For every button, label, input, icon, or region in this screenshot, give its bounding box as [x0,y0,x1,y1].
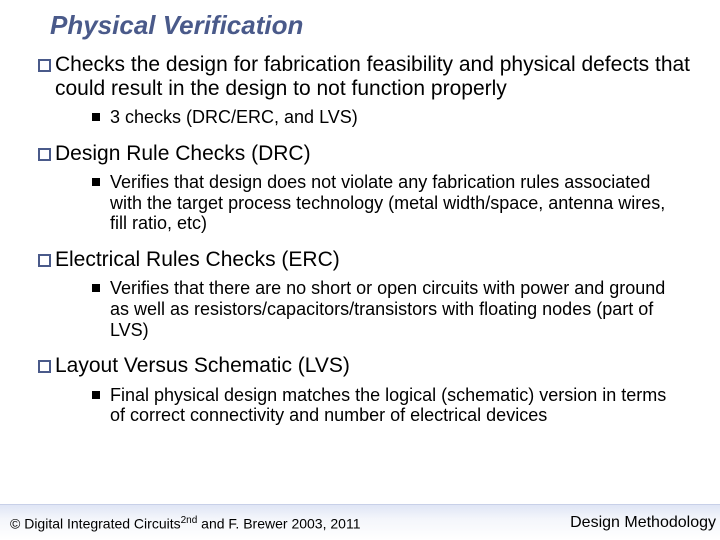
section-text: Layout Versus Schematic (LVS) [55,354,700,378]
filled-square-icon [92,284,100,292]
sub-text: Final physical design matches the logica… [110,385,700,426]
section-text: Design Rule Checks (DRC) [55,142,700,166]
section-header: Checks the design for fabrication feasib… [38,53,700,101]
filled-square-icon [92,391,100,399]
square-bullet-icon [38,59,51,72]
section-text: Checks the design for fabrication feasib… [55,53,700,101]
sub-item: Final physical design matches the logica… [92,385,700,426]
section-text: Electrical Rules Checks (ERC) [55,248,700,272]
filled-square-icon [92,178,100,186]
footer-left-sup: 2nd [181,515,198,526]
section-header: Design Rule Checks (DRC) [38,142,700,166]
filled-square-icon [92,113,100,121]
slide-title: Physical Verification [50,10,700,41]
square-bullet-icon [38,254,51,267]
sub-text: Verifies that there are no short or open… [110,278,700,340]
section-header: Layout Versus Schematic (LVS) [38,354,700,378]
footer-left-prefix: © Digital Integrated Circuits [10,516,181,532]
sub-text: Verifies that design does not violate an… [110,172,700,234]
sub-item: Verifies that design does not violate an… [92,172,700,234]
footer-left-suffix: and F. Brewer 2003, 2011 [197,516,360,532]
square-bullet-icon [38,148,51,161]
footer-left: © Digital Integrated Circuits2nd and F. … [10,515,360,532]
sub-text: 3 checks (DRC/ERC, and LVS) [110,107,700,128]
slide: Physical Verification Checks the design … [0,0,720,540]
footer-right: Design Methodology [570,514,716,532]
sub-item: 3 checks (DRC/ERC, and LVS) [92,107,700,128]
square-bullet-icon [38,360,51,373]
sub-item: Verifies that there are no short or open… [92,278,700,340]
section-header: Electrical Rules Checks (ERC) [38,248,700,272]
